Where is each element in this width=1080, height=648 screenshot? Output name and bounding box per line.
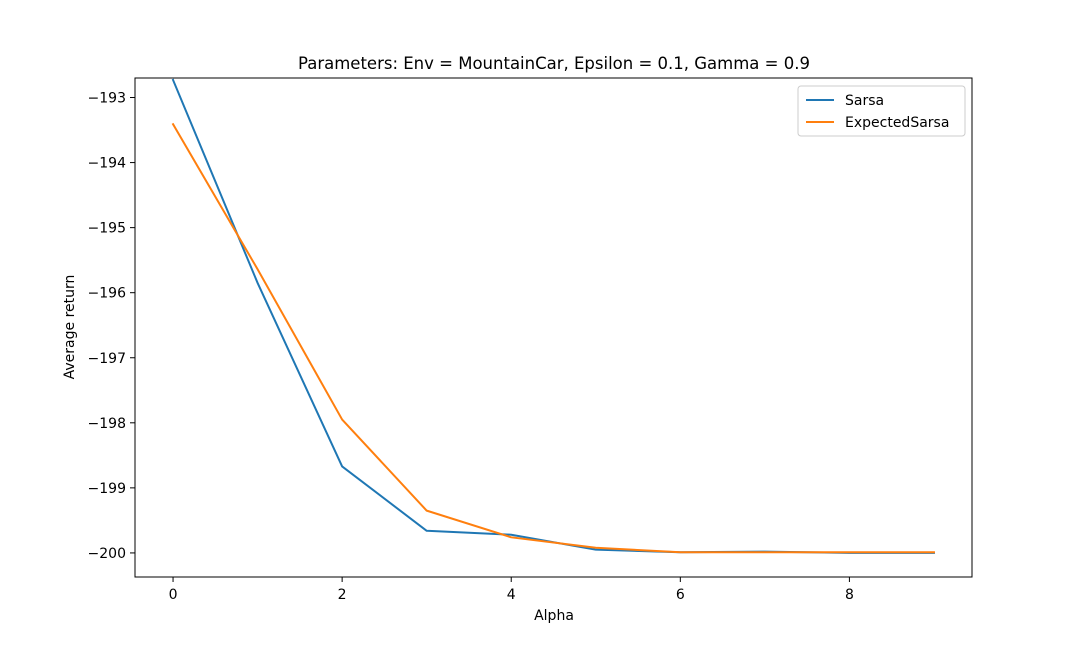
x-axis-label: Alpha [534, 608, 574, 624]
series-layer [171, 78, 935, 554]
x-tick-label: 8 [845, 587, 854, 603]
series-line-sarsa [171, 78, 935, 554]
y-tick-label: −197 [88, 351, 126, 367]
y-tick-label: −198 [88, 416, 126, 432]
x-tick-label: 4 [507, 587, 516, 603]
y-tick-label: −200 [88, 546, 126, 562]
y-tick-label: −196 [88, 286, 127, 302]
chart-title: Parameters: Env = MountainCar, Epsilon =… [298, 54, 810, 73]
x-tick-label: 6 [676, 587, 685, 603]
y-tick-label: −199 [88, 481, 126, 497]
x-tick-label: 0 [169, 587, 178, 603]
y-tick-label: −195 [88, 221, 126, 237]
y-tick-label: −194 [88, 156, 127, 172]
legend-box [797, 85, 966, 137]
series-line-expectedsarsa [171, 122, 935, 554]
legend-label: Sarsa [845, 93, 884, 109]
y-tick-label: −193 [88, 91, 126, 107]
legend-label: ExpectedSarsa [845, 115, 949, 131]
y-axis-ticks: −193 −194 −195 −196 −197 −198 −199 −200 [88, 91, 135, 562]
legend: Sarsa ExpectedSarsa [797, 85, 966, 137]
plot-area-frame [134, 77, 973, 578]
x-axis-ticks: 0 2 4 6 8 [169, 577, 854, 603]
x-tick-label: 2 [338, 587, 347, 603]
y-axis-label: Average return [62, 275, 78, 380]
